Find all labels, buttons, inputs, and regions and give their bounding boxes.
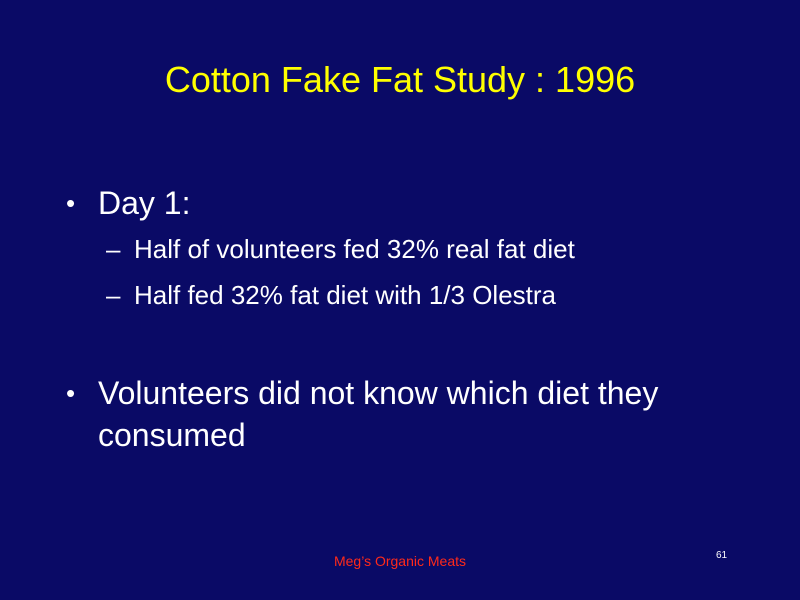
sub-bullet-item: – Half fed 32% fat diet with 1/3 Olestra: [106, 278, 746, 312]
bullet-marker: •: [66, 378, 76, 408]
bullet-text: Volunteers did not know which diet they …: [98, 375, 659, 453]
bullet-text: Day 1:: [98, 185, 191, 221]
bullet-item: • Day 1:: [66, 182, 746, 224]
page-number: 61: [716, 550, 728, 561]
bullet-item: • Volunteers did not know which diet the…: [66, 372, 746, 456]
bullet-marker: •: [66, 188, 76, 218]
slide-title: Cotton Fake Fat Study : 1996: [164, 59, 636, 100]
sub-bullet-item: – Half of volunteers fed 32% real fat di…: [106, 232, 746, 266]
sub-bullet-text: Half of volunteers fed 32% real fat diet: [134, 234, 575, 264]
slide-footer: Meg’s Organic Meats: [333, 553, 466, 569]
sub-bullet-marker: –: [106, 280, 121, 310]
sub-bullet-text: Half fed 32% fat diet with 1/3 Olestra: [134, 280, 556, 310]
sub-bullet-marker: –: [106, 234, 121, 264]
